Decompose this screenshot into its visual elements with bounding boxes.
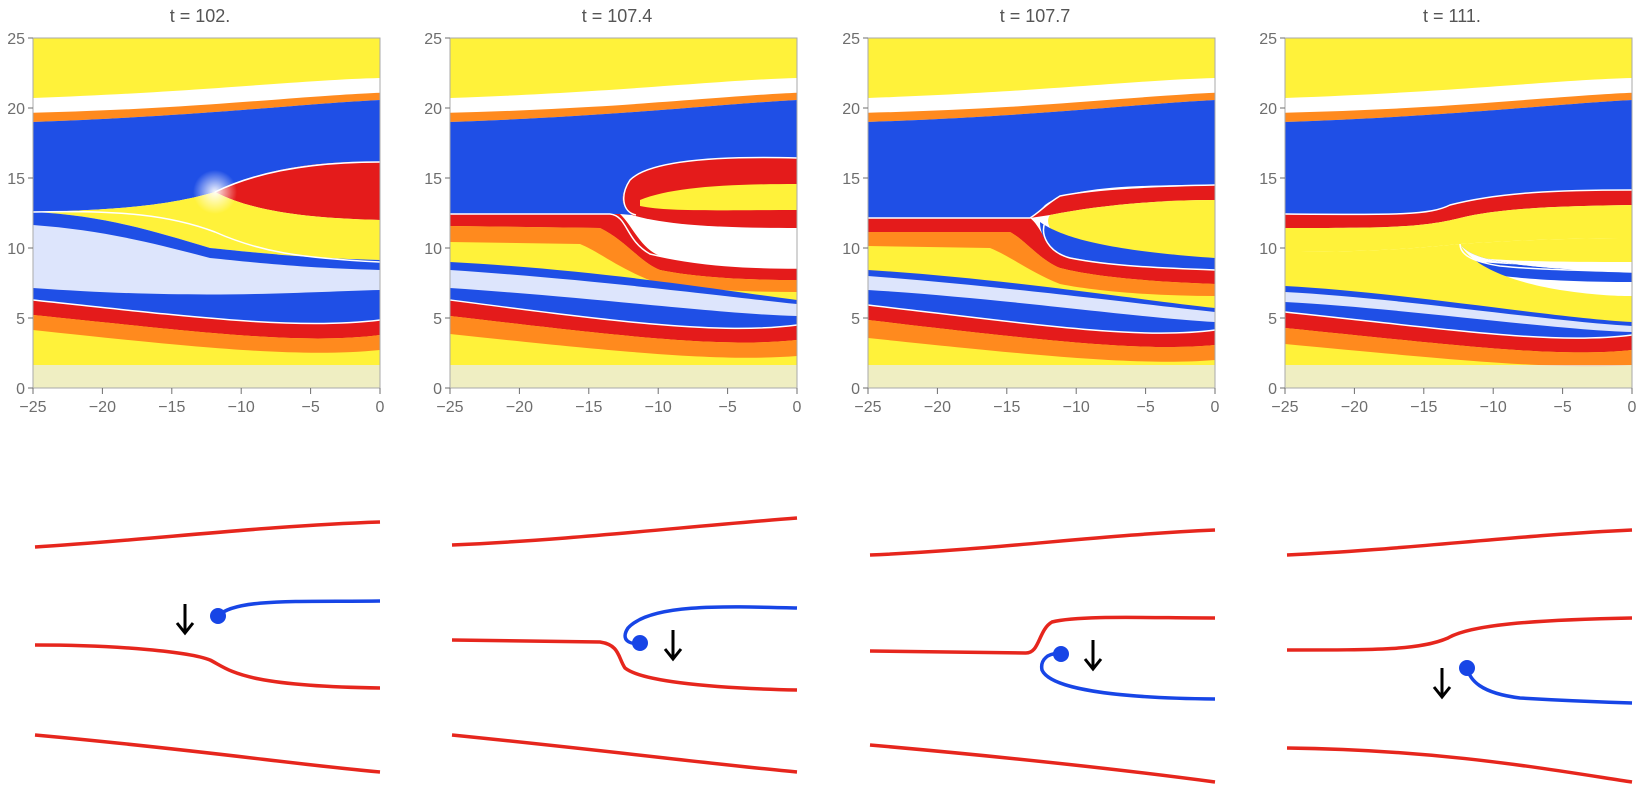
- red-line: [1286, 616, 1633, 652]
- x-tick-label: −10: [228, 399, 255, 416]
- red-line: [1286, 746, 1633, 784]
- x-tick-label: 0: [1628, 399, 1637, 416]
- y-tick-label: 25: [7, 31, 25, 48]
- defect-dot: [1459, 660, 1475, 676]
- x-tick-label: −25: [854, 399, 881, 416]
- x-axis: −25 −20 −15 −10 −5 0: [854, 388, 1220, 416]
- panel-4: t = 111. −25 −20 −15 −10 −5 0 0 5 10 15 20 25: [1259, 6, 1636, 416]
- x-tick-label: −25: [436, 399, 463, 416]
- y-axis: 0 5 10 15 20 25: [424, 31, 450, 398]
- x-tick-label: 0: [793, 399, 802, 416]
- y-tick-label: 0: [433, 381, 442, 398]
- red-line: [451, 638, 798, 692]
- y-axis: 0 5 10 15 20 25: [842, 31, 868, 398]
- arrow-down-icon: [175, 604, 195, 636]
- y-tick-label: 10: [842, 241, 860, 258]
- red-line: [34, 643, 381, 690]
- red-line: [869, 743, 1216, 784]
- y-tick-label: 20: [842, 101, 860, 118]
- red-line: [869, 615, 1216, 655]
- y-tick-label: 25: [1259, 31, 1277, 48]
- red-line: [869, 528, 1216, 557]
- field-plot: [867, 37, 1216, 389]
- schematic-3: [869, 528, 1216, 784]
- y-tick-label: 10: [1259, 241, 1277, 258]
- x-axis: −25 −20 −15 −10 −5 0: [19, 388, 385, 416]
- y-tick-label: 0: [16, 381, 25, 398]
- panel-2: t = 107.4 −25 −20 −15 −10 −5 0 0 5 10 15 20 25: [424, 6, 801, 416]
- x-tick-label: −15: [158, 399, 185, 416]
- x-tick-label: −5: [718, 399, 736, 416]
- red-line: [34, 520, 381, 549]
- x-tick-label: 0: [1211, 399, 1220, 416]
- arrow-down-icon: [1083, 640, 1103, 672]
- arrow-down-icon: [1432, 668, 1452, 700]
- x-tick-label: −25: [1271, 399, 1298, 416]
- field-plot: [449, 37, 798, 389]
- x-axis: −25 −20 −15 −10 −5 0: [436, 388, 802, 416]
- x-tick-label: −5: [301, 399, 319, 416]
- y-tick-label: 5: [16, 311, 25, 328]
- y-tick-label: 15: [842, 171, 860, 188]
- y-tick-label: 10: [424, 241, 442, 258]
- y-tick-label: 5: [1268, 311, 1277, 328]
- schematic-1: [34, 520, 381, 774]
- x-tick-label: −20: [506, 399, 533, 416]
- y-axis: 0 5 10 15 20 25: [7, 31, 33, 398]
- x-tick-label: −5: [1136, 399, 1154, 416]
- y-tick-label: 5: [433, 311, 442, 328]
- defect-dot: [1053, 646, 1069, 662]
- y-tick-label: 0: [1268, 381, 1277, 398]
- blue-line: [1465, 667, 1633, 705]
- y-tick-label: 15: [1259, 171, 1277, 188]
- y-tick-label: 25: [842, 31, 860, 48]
- y-tick-label: 20: [424, 101, 442, 118]
- red-line: [34, 733, 381, 774]
- x-tick-label: −5: [1553, 399, 1571, 416]
- blue-line: [623, 605, 798, 646]
- x-tick-label: −20: [924, 399, 951, 416]
- blue-line: [216, 599, 381, 618]
- y-tick-label: 5: [851, 311, 860, 328]
- y-tick-label: 20: [7, 101, 25, 118]
- x-tick-label: −10: [645, 399, 672, 416]
- red-line: [1286, 528, 1633, 557]
- panel-title: t = 107.4: [582, 6, 653, 26]
- red-line: [451, 516, 798, 547]
- y-tick-label: 15: [424, 171, 442, 188]
- x-tick-label: −20: [1341, 399, 1368, 416]
- x-tick-label: −10: [1480, 399, 1507, 416]
- y-axis: 0 5 10 15 20 25: [1259, 31, 1285, 398]
- defect-dot: [210, 608, 226, 624]
- y-tick-label: 15: [7, 171, 25, 188]
- x-tick-label: −15: [575, 399, 602, 416]
- panel-title: t = 107.7: [1000, 6, 1071, 26]
- x-tick-label: −10: [1063, 399, 1090, 416]
- panel-1: t = 102. −25 −20 −15 −10 −5 0 0 5 10 15 20 25: [7, 6, 384, 416]
- x-tick-label: −15: [1410, 399, 1437, 416]
- arrow-down-icon: [663, 630, 683, 662]
- field-plot: [1284, 37, 1633, 389]
- x-axis: −25 −20 −15 −10 −5 0: [1271, 388, 1637, 416]
- schematic-4: [1286, 528, 1633, 784]
- red-line: [451, 733, 798, 774]
- x-tick-label: −15: [993, 399, 1020, 416]
- field-plot: [32, 37, 381, 389]
- x-tick-label: 0: [376, 399, 385, 416]
- y-tick-label: 20: [1259, 101, 1277, 118]
- panel-title: t = 111.: [1423, 6, 1481, 26]
- blue-line: [1039, 651, 1216, 701]
- defect-dot: [632, 635, 648, 651]
- x-tick-label: −25: [19, 399, 46, 416]
- x-tick-label: −20: [89, 399, 116, 416]
- panel-title: t = 102.: [170, 6, 231, 26]
- y-tick-label: 0: [851, 381, 860, 398]
- y-tick-label: 10: [7, 241, 25, 258]
- schematic-2: [451, 516, 798, 774]
- y-tick-label: 25: [424, 31, 442, 48]
